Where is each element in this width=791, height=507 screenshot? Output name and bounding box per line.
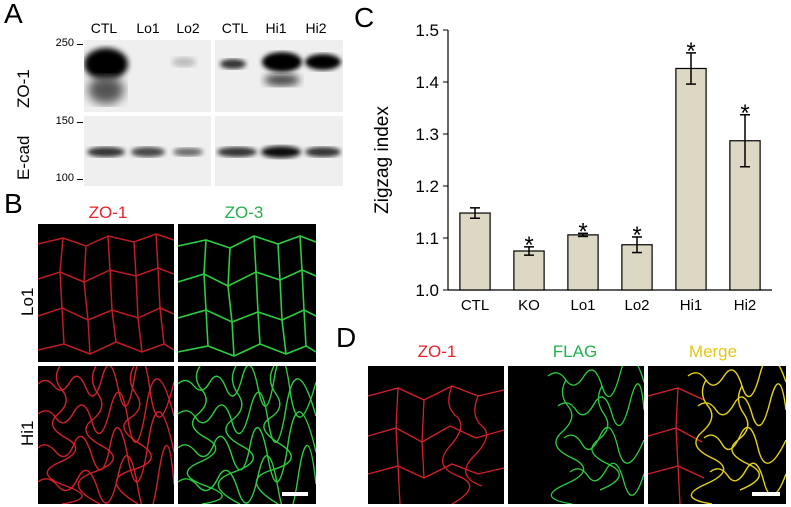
- row-label-lo1: Lo1: [18, 287, 37, 316]
- blot-ecad-right: [215, 116, 343, 186]
- y-axis-label: Zigzag index: [372, 106, 393, 214]
- row-label-hi1: Hi1: [18, 420, 37, 446]
- stain-title-zo1-b: ZO-1: [88, 203, 128, 222]
- micrograph-d-flag: [508, 366, 644, 504]
- zigzag-bar-chart: 1.0 1.1 1.2 1.3 1.4 1.5 Zigzag index CTL * KO * Lo1…: [372, 21, 772, 314]
- scale-bar-b: [282, 492, 308, 496]
- y-tick-label: 1.5: [415, 21, 439, 40]
- micrograph-lo1-zo3: [178, 224, 316, 362]
- blot-zo1-left: [84, 40, 211, 112]
- micrograph-hi1-zo3: [178, 366, 316, 504]
- significance-marker: *: [524, 232, 533, 259]
- bar-lo1: [567, 234, 599, 291]
- lane-label-hi1: Hi1: [265, 20, 287, 36]
- micrograph-hi1-zo1: [38, 366, 174, 504]
- lane-label-ctl-left: CTL: [90, 20, 118, 36]
- x-tick-label-ctl: CTL: [461, 297, 489, 314]
- micrograph-d-merge: [648, 366, 786, 504]
- y-tick-label: 1.1: [415, 229, 439, 248]
- lane-label-lo2: Lo2: [176, 20, 200, 36]
- lane-label-ctl-right: CTL: [221, 20, 249, 36]
- y-tick-label: 1.4: [415, 73, 439, 92]
- panel-label-c: C: [354, 2, 375, 33]
- micrograph-d-zo1: [368, 366, 504, 504]
- lane-label-lo1: Lo1: [136, 20, 160, 36]
- panel-label-a: A: [4, 0, 23, 29]
- bar-hi1: [675, 67, 707, 291]
- stain-title-zo1-d: ZO-1: [417, 342, 457, 361]
- bar-ctl: [459, 212, 491, 291]
- panel-label-d: D: [336, 322, 357, 353]
- stain-title-flag-d: FLAG: [552, 342, 598, 361]
- row-label-ecad: E-cad: [14, 135, 33, 180]
- lane-label-hi2: Hi2: [305, 20, 327, 36]
- marker-250: 250: [55, 37, 74, 49]
- row-label-zo1: ZO-1: [14, 69, 33, 108]
- micrograph-lo1-zo1: [38, 224, 174, 362]
- marker-100: 100: [55, 172, 74, 184]
- y-tick-label: 1.0: [415, 281, 439, 300]
- x-tick-label-lo2: Lo2: [624, 297, 649, 314]
- marker-150: 150: [55, 115, 74, 127]
- x-tick-label-hi1: Hi1: [680, 297, 703, 314]
- blot-ecad-left: [84, 116, 211, 186]
- significance-marker: *: [686, 38, 695, 65]
- x-tick-label-lo1: Lo1: [570, 297, 595, 314]
- significance-marker: *: [632, 222, 641, 249]
- stain-title-merge-d: Merge: [688, 342, 738, 361]
- scale-bar-d: [752, 492, 780, 496]
- x-tick-label-hi2: Hi2: [734, 297, 757, 314]
- y-tick-label: 1.2: [415, 177, 439, 196]
- panel-label-b: B: [4, 188, 23, 219]
- y-tick-label: 1.3: [415, 125, 439, 144]
- blot-zo1-right: [215, 40, 343, 112]
- significance-marker: *: [578, 218, 587, 245]
- x-tick-label-ko: KO: [518, 297, 540, 314]
- significance-marker: *: [740, 100, 749, 127]
- stain-title-zo3-b: ZO-3: [224, 203, 264, 222]
